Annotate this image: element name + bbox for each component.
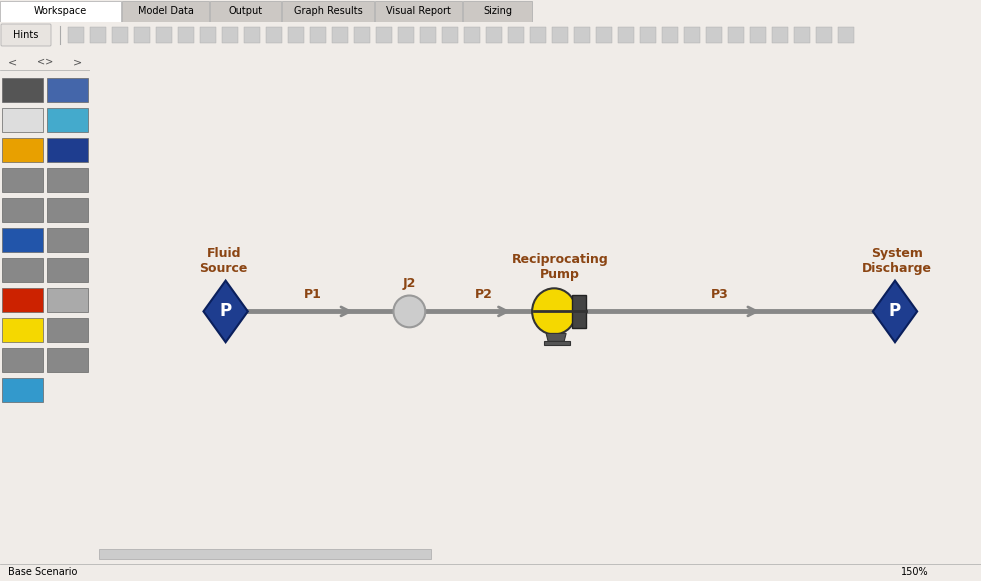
Polygon shape [546, 333, 566, 342]
Bar [572, 295, 586, 328]
Bar [222, 27, 238, 43]
Bar [2, 288, 43, 312]
Bar [354, 27, 370, 43]
Bar [544, 342, 570, 346]
Bar [134, 27, 150, 43]
Ellipse shape [532, 288, 576, 335]
Polygon shape [203, 281, 248, 342]
Bar [282, 1, 374, 22]
Text: Base Scenario: Base Scenario [8, 567, 77, 577]
Bar [47, 108, 88, 132]
Polygon shape [873, 281, 917, 342]
Bar [442, 27, 458, 43]
Bar [112, 27, 128, 43]
Text: Fluid
Source: Fluid Source [199, 246, 248, 275]
Bar [574, 27, 590, 43]
Bar [530, 27, 546, 43]
Text: Sizing: Sizing [483, 6, 512, 16]
Text: >: > [73, 57, 82, 67]
Bar [47, 78, 88, 102]
Bar [2, 318, 43, 342]
Text: P1: P1 [304, 288, 322, 302]
Bar [288, 27, 304, 43]
Text: System
Discharge: System Discharge [862, 246, 932, 275]
Bar [640, 27, 656, 43]
Text: 150%: 150% [901, 567, 929, 577]
Bar [2, 348, 43, 372]
Bar [706, 27, 722, 43]
Bar [2, 198, 43, 222]
Text: P: P [889, 302, 902, 320]
Text: <: < [8, 57, 18, 67]
Bar [47, 198, 88, 222]
Bar [99, 548, 432, 560]
Bar [816, 27, 832, 43]
Bar [2, 258, 43, 282]
Bar [398, 27, 414, 43]
Bar [772, 27, 788, 43]
Bar [68, 27, 84, 43]
Bar [2, 138, 43, 162]
Text: Workspace: Workspace [34, 6, 87, 16]
Bar [0, 1, 121, 22]
Bar [178, 27, 194, 43]
Bar [200, 27, 216, 43]
Bar [838, 27, 854, 43]
Bar [47, 168, 88, 192]
Text: Hints: Hints [14, 30, 38, 40]
Bar [464, 27, 480, 43]
Bar [47, 228, 88, 252]
Bar [2, 108, 43, 132]
Text: Output: Output [229, 6, 263, 16]
Bar [375, 1, 462, 22]
Circle shape [393, 296, 426, 327]
Bar [596, 27, 612, 43]
Bar [47, 318, 88, 342]
Bar [618, 27, 634, 43]
Bar [90, 27, 106, 43]
Text: J2: J2 [402, 277, 416, 289]
Bar [156, 27, 172, 43]
Bar [2, 168, 43, 192]
FancyBboxPatch shape [1, 24, 51, 46]
Text: Model Data: Model Data [137, 6, 193, 16]
Bar [2, 78, 43, 102]
Bar [508, 27, 524, 43]
Bar [750, 27, 766, 43]
Bar [47, 348, 88, 372]
Bar [47, 258, 88, 282]
Text: P3: P3 [711, 288, 729, 302]
Bar [794, 27, 810, 43]
Bar [210, 1, 281, 22]
Text: Graph Results: Graph Results [293, 6, 362, 16]
Bar [662, 27, 678, 43]
Text: Reciprocating
Pump: Reciprocating Pump [512, 253, 608, 281]
Text: Visual Report: Visual Report [387, 6, 451, 16]
Bar [486, 27, 502, 43]
Text: P: P [220, 302, 232, 320]
Bar [244, 27, 260, 43]
Bar [47, 138, 88, 162]
Bar [2, 378, 43, 402]
Bar [420, 27, 436, 43]
Text: <>: <> [37, 57, 53, 67]
Bar [376, 27, 392, 43]
Bar [552, 27, 568, 43]
Text: P2: P2 [475, 288, 492, 302]
Bar [332, 27, 348, 43]
Bar [310, 27, 326, 43]
Bar [122, 1, 209, 22]
Bar [684, 27, 700, 43]
Bar [266, 27, 282, 43]
Bar [728, 27, 744, 43]
Bar [2, 228, 43, 252]
Bar [47, 288, 88, 312]
Bar [463, 1, 532, 22]
